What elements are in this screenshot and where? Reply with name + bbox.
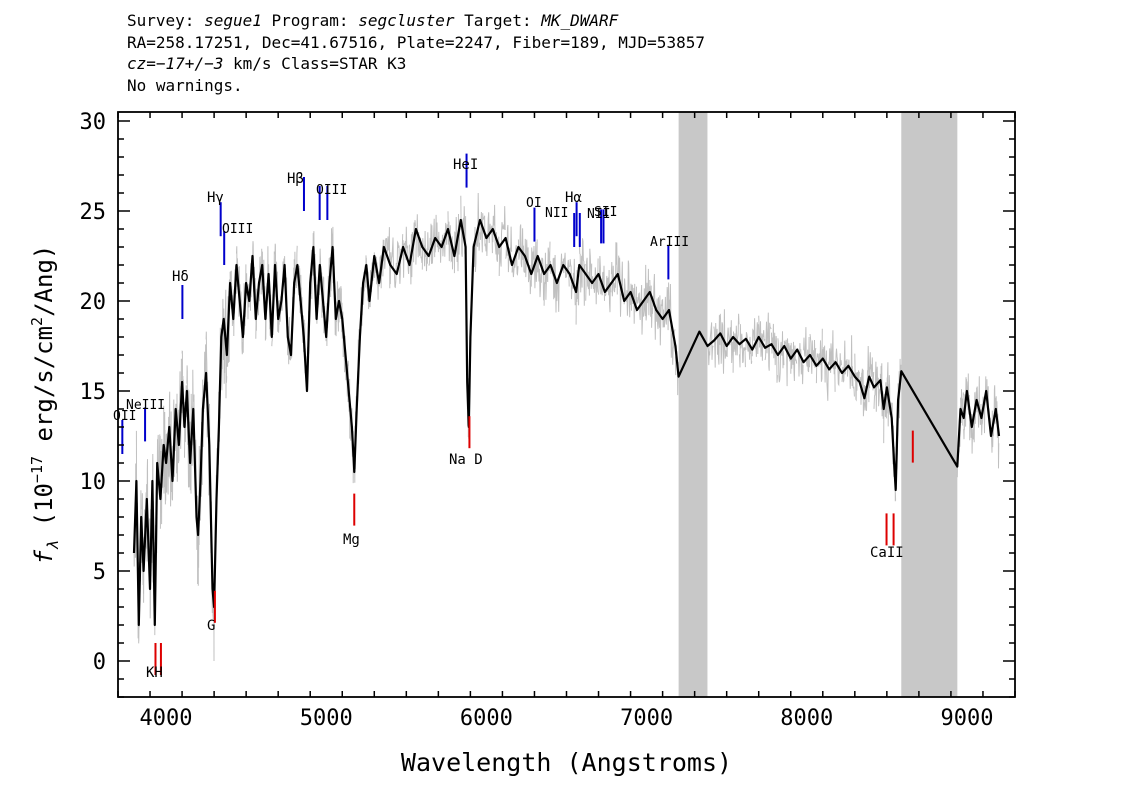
label-neiii: NeIII [126,398,165,413]
x-tick-label: 9000 [940,706,993,731]
y-axis: 0 5 10 15 20 25 30 [80,110,1015,698]
header-line-survey: Survey: segue1 Program: segcluster Targe… [127,10,705,32]
x-tick-label: 7000 [620,706,673,731]
y-axis-label: fλ (10−17 erg/s/cm2/Ang) [28,245,62,565]
label-ariii: ArIII [650,235,689,250]
x-tick-label: 5000 [300,706,353,731]
flux-line [132,218,1001,627]
label-oiii-5007: OIII [316,183,347,198]
y-tick-label: 15 [80,380,107,405]
label-nii-6583: NII [587,207,610,222]
label-hdelta: Hδ [172,269,189,285]
label-hgamma: Hγ [207,190,224,206]
y-label-exp1: −17 [28,456,46,483]
label-halpha: Hα [565,190,582,206]
y-tick-label: 5 [93,560,106,585]
spectrum-header: Survey: segue1 Program: segcluster Targe… [127,10,705,96]
noise-trace [133,192,1000,662]
target-label: Target: [454,11,542,30]
header-line-warnings: No warnings. [127,75,243,95]
masked-regions [678,112,958,697]
label-oi: OI [526,196,542,211]
cz-label: cz= [127,54,156,73]
label-nii-6548: NII [545,206,568,221]
masked-region [678,112,708,697]
target-value: MK_DWARF [541,11,619,30]
header-line-redshift: cz=−17+/−3 km/s Class=STAR K3 [127,53,705,75]
cz-value: −17+/−3 [155,54,224,73]
label-g: G [207,618,215,634]
y-label-unit-pre: (10 [30,483,58,541]
header-line-coordinates: RA=258.17251, Dec=41.67516, Plate=2247, … [127,32,705,52]
survey-label: Survey: [127,11,205,30]
line-annotations: OII NeIII Hδ Hγ OIII Hβ OIII HeI OI NII … [113,157,904,681]
label-oii: OII [113,409,136,424]
y-label-f: f [30,549,58,564]
x-axis-label: Wavelength (Angstroms) [401,748,732,777]
y-label-exp2: 2 [28,317,46,326]
survey-value: segue1 [204,11,262,30]
x-tick-label: 8000 [780,706,833,731]
y-label-lambda: λ [44,541,62,550]
x-tick-label: 6000 [460,706,513,731]
program-label: Program: [261,11,359,30]
label-hbeta: Hβ [287,171,304,187]
x-axis: 4000 5000 6000 7000 8000 9000 [117,112,1016,731]
y-tick-label: 0 [93,650,106,675]
spectral-line-markers [121,153,914,675]
program-value: segcluster [358,11,455,30]
label-hei: HeI [453,157,478,173]
label-mg: Mg [343,532,360,548]
label-oiii-4363: OIII [222,222,253,237]
noise-band [133,192,1000,662]
masked-region [901,112,958,697]
label-sii: SII [594,205,617,220]
y-label-unit-mid: erg/s/cm [30,326,58,456]
y-tick-label: 25 [80,200,107,225]
cz-unit-class: km/s Class=STAR K3 [223,54,407,73]
label-kh: KH [146,665,163,681]
label-caii: CaII [870,545,904,561]
y-tick-label: 30 [80,110,107,135]
y-tick-label: 20 [80,290,107,315]
y-label-unit-post: /Ang) [30,245,58,317]
x-tick-label: 4000 [140,706,193,731]
label-nad: Na D [449,452,483,468]
y-tick-label: 10 [80,470,107,495]
